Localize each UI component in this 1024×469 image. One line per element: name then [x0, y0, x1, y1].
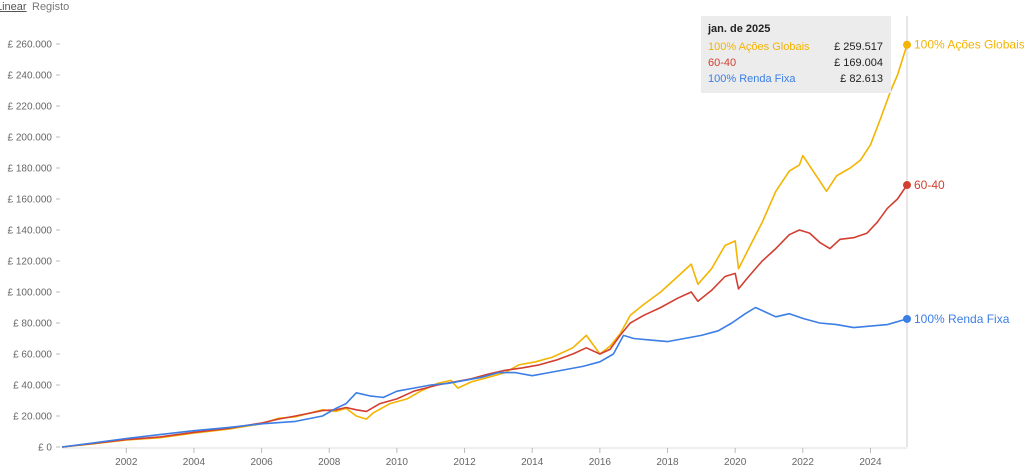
x-tick-label: 2008: [318, 457, 341, 468]
y-tick-label: £ 220.000: [8, 102, 53, 113]
log-scale-option[interactable]: Registo: [32, 1, 70, 13]
series-line-0: [61, 44, 908, 448]
series-end-point: [903, 314, 911, 323]
tooltip-row-bonds: 100% Renda Fixa £ 82.613: [708, 71, 883, 87]
tooltip: jan. de 2025 100% Ações Globais £ 259.51…: [701, 16, 891, 93]
series-lines: [61, 44, 908, 448]
y-tick-label: £ 180.000: [8, 164, 53, 175]
y-tick-label: £ 60.000: [13, 350, 52, 361]
tooltip-date: jan. de 2025: [708, 23, 771, 35]
tooltip-series-name: 100% Renda Fixa: [708, 73, 796, 85]
x-tick-label: 2004: [183, 457, 206, 468]
y-tick-label: £ 40.000: [13, 381, 52, 392]
y-tick-label: £ 120.000: [8, 257, 53, 268]
series-line-2: [61, 306, 908, 448]
y-tick-label: £ 140.000: [8, 226, 53, 237]
y-tick-label: £ 200.000: [8, 133, 53, 144]
series-line-1: [61, 184, 908, 448]
y-axis: £ 0 £ 20.000 £ 40.000 £ 60.000 £ 80.000 £ 100…: [8, 40, 60, 454]
tooltip-series-name: 60-40: [708, 57, 737, 69]
series-end-point: [903, 181, 911, 190]
tooltip-series-value: £ 169.004: [834, 57, 883, 69]
series-end-label: 60-40: [914, 178, 945, 192]
x-tick-label: 2014: [521, 457, 544, 468]
y-tick-label: £ 100.000: [8, 288, 53, 299]
linear-scale-option[interactable]: Linear: [0, 1, 27, 13]
x-tick-label: 2022: [792, 457, 815, 468]
end-markers: 100% Ações Globais 60-40 100% Renda Fixa: [903, 38, 1024, 326]
tooltip-series-value: £ 82.613: [840, 73, 883, 85]
tooltip-row-equity: 100% Ações Globais £ 259.517: [708, 39, 883, 55]
y-tick-label: £ 0: [38, 443, 52, 454]
y-tick-label: £ 260.000: [8, 40, 53, 51]
x-axis: 2002 2004 2006 2008 2010 2012 2014 2016 2018 2020…: [62, 447, 907, 468]
x-tick-label: 2024: [859, 457, 882, 468]
x-tick-label: 2020: [724, 457, 747, 468]
series-end-point: [903, 40, 911, 49]
x-tick-label: 2016: [589, 457, 612, 468]
tooltip-series-name: 100% Ações Globais: [708, 41, 810, 53]
y-tick-label: £ 80.000: [13, 319, 52, 330]
x-tick-label: 2002: [115, 457, 138, 468]
tooltip-series-value: £ 259.517: [834, 41, 883, 53]
y-tick-label: £ 240.000: [8, 71, 53, 82]
x-tick-label: 2018: [656, 457, 679, 468]
series-end-label: 100% Renda Fixa: [914, 312, 1010, 326]
x-tick-label: 2006: [250, 457, 273, 468]
series-end-label: 100% Ações Globais: [914, 38, 1024, 52]
tooltip-row-6040: 60-40 £ 169.004: [708, 55, 883, 71]
y-tick-label: £ 20.000: [13, 412, 52, 423]
y-tick-label: £ 160.000: [8, 195, 53, 206]
x-tick-label: 2010: [386, 457, 409, 468]
x-tick-label: 2012: [453, 457, 476, 468]
